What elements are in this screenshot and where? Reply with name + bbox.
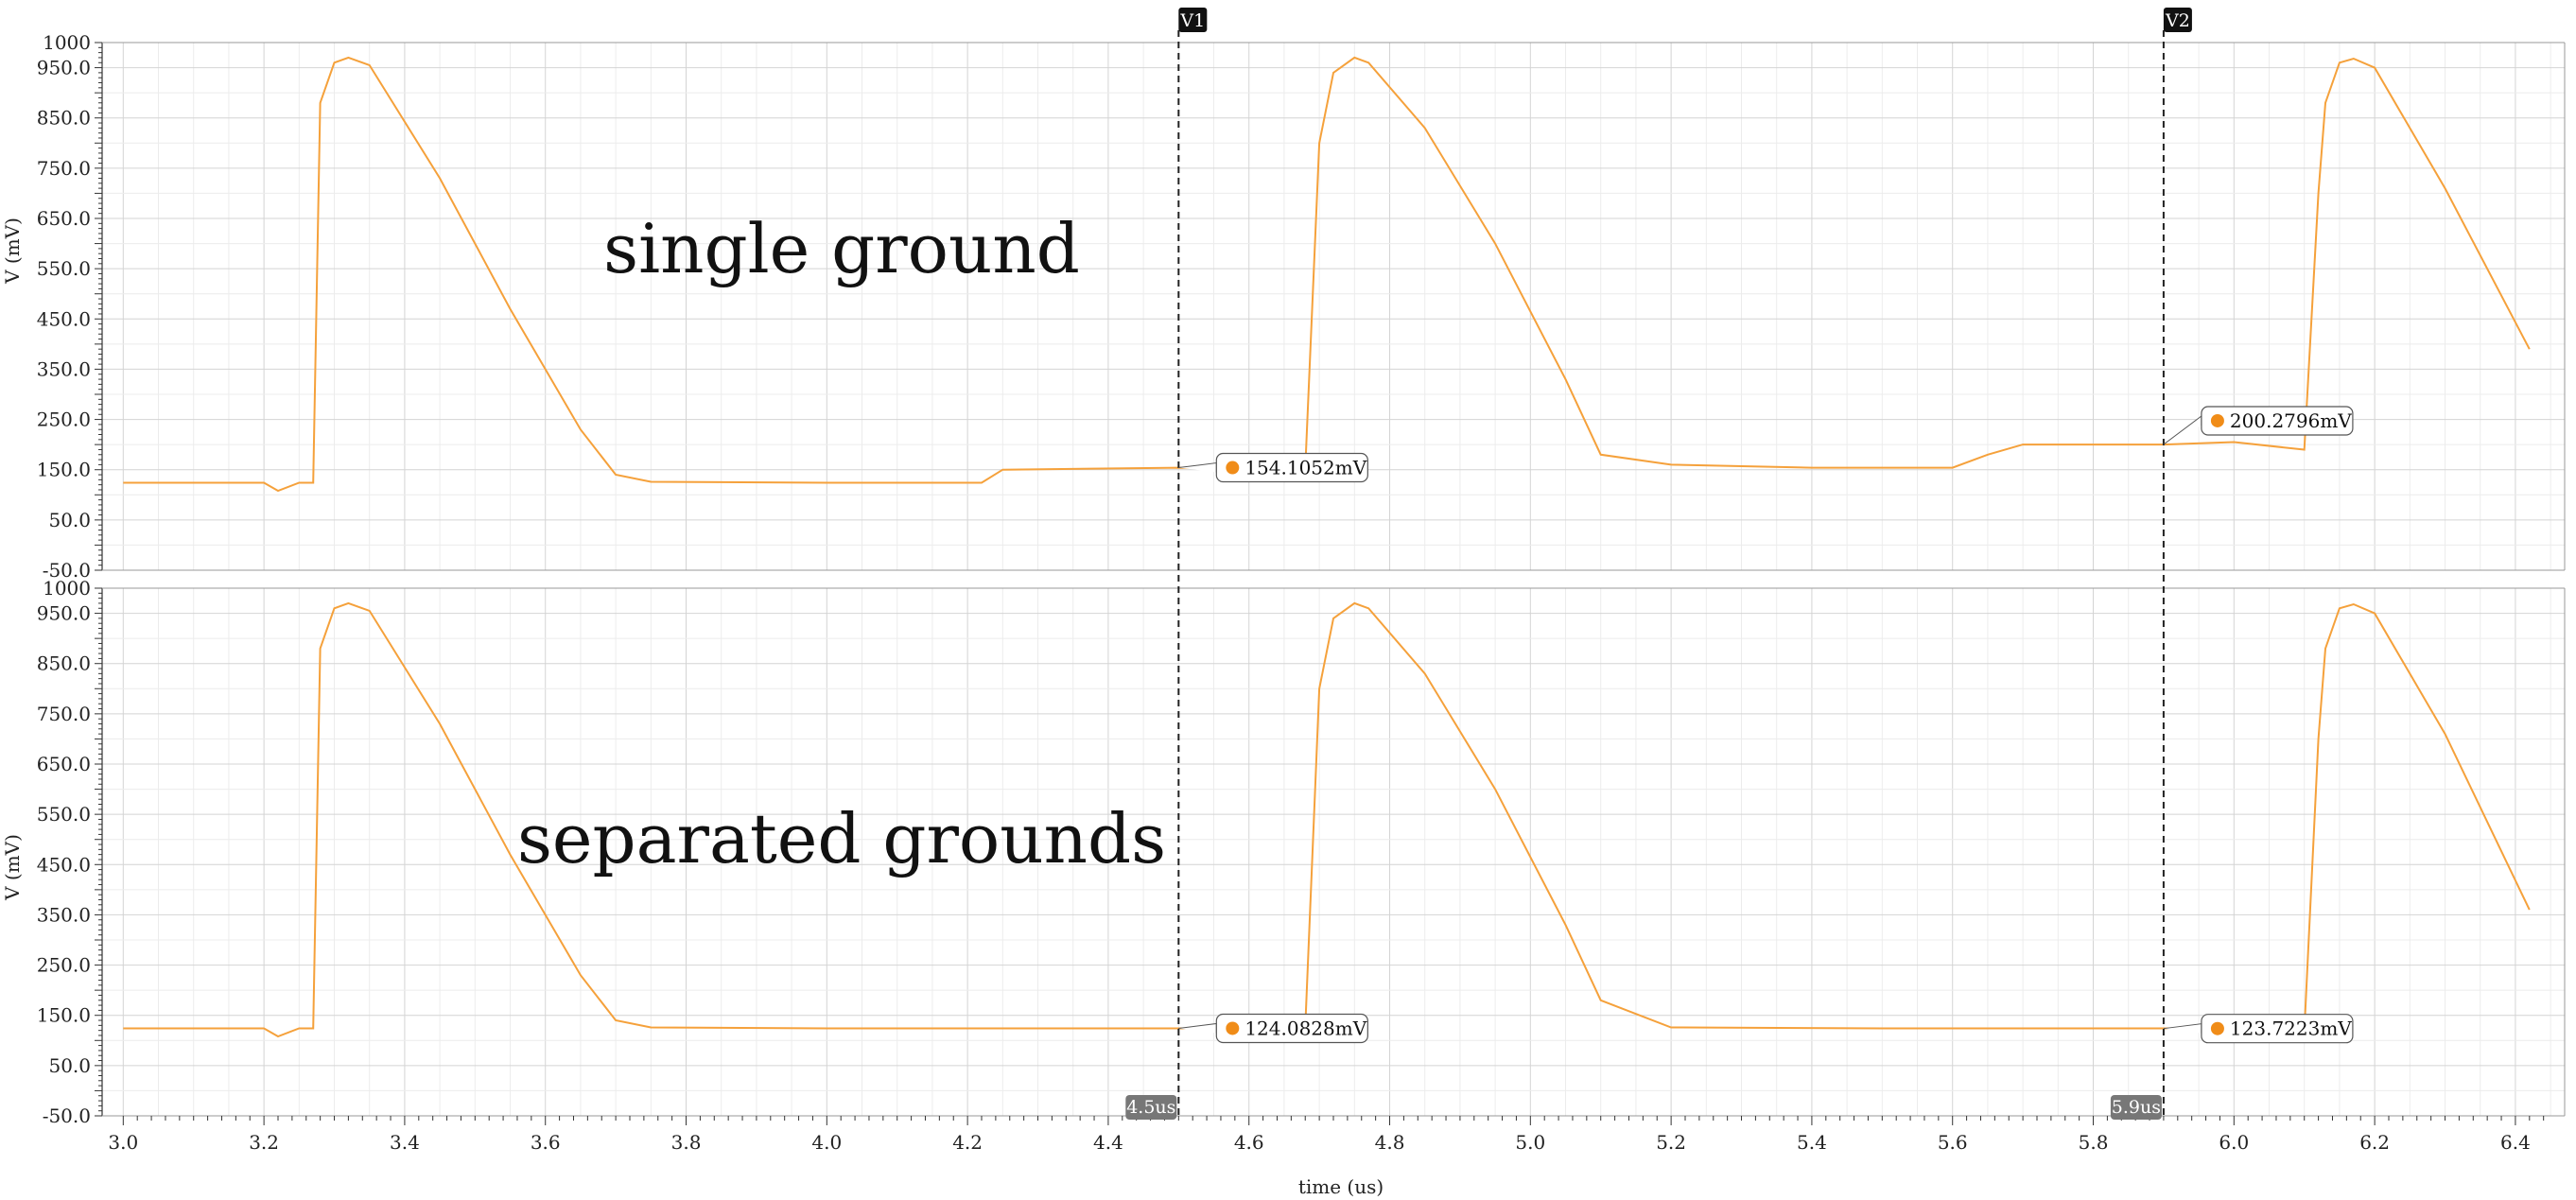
y-tick-label: 550.0 [37, 803, 91, 826]
y-tick-label: 750.0 [37, 703, 91, 725]
value-callout[interactable]: 200.2796mV [2163, 406, 2354, 445]
cursor-axis-badge [2110, 1095, 2162, 1120]
y-tick-label: -50.0 [43, 559, 91, 582]
x-tick-label: 3.2 [249, 1131, 279, 1154]
value-callout[interactable]: 154.1052mV [1178, 452, 1368, 483]
y-tick-label: 350.0 [37, 357, 91, 380]
series-line [123, 56, 2531, 493]
callout-dot [1226, 1021, 1240, 1035]
y-tick-label: 250.0 [37, 954, 91, 977]
y-tick-label: 750.0 [37, 157, 91, 180]
x-tick-label: 6.0 [2219, 1131, 2249, 1154]
x-tick-label: 4.4 [1093, 1131, 1123, 1154]
cursor-layer[interactable]: V1 V2 154.1052mV 200.2796mV 124.0828mV 123.72… [1125, 8, 2354, 1120]
y-tick-label: -50.0 [43, 1104, 91, 1127]
x-tick-label: 6.2 [2359, 1131, 2390, 1154]
value-callout[interactable]: 123.7223mV [2163, 1014, 2354, 1044]
cursor-flag-v1[interactable] [1178, 8, 1208, 32]
y-tick-label: 650.0 [37, 207, 91, 230]
callout-pointer [2163, 414, 2202, 445]
cursor-flag-v2[interactable] [2163, 8, 2192, 32]
callout-pointer [1178, 1022, 1217, 1034]
callout-dot [1226, 461, 1240, 475]
callout-box [1215, 452, 1368, 483]
callout-box [1215, 1013, 1368, 1044]
x-tick-label: 3.6 [531, 1131, 561, 1154]
x-tick-label: 3.8 [671, 1131, 702, 1154]
x-axis-title: time (us) [1298, 1175, 1384, 1198]
y-tick-label: 150.0 [37, 1004, 91, 1027]
callout-value: 124.0828mV [1244, 1017, 1366, 1039]
value-callout[interactable]: 124.0828mV [1178, 1013, 1368, 1044]
x-tick-label: 3.4 [390, 1131, 420, 1154]
callout-value: 200.2796mV [2230, 409, 2352, 432]
panel-annotation: separated grounds [517, 799, 1166, 878]
y-tick-label: 850.0 [37, 652, 91, 675]
callout-box [2201, 406, 2354, 436]
x-tick-label: 5.0 [1515, 1131, 1545, 1154]
x-tick-label: 4.6 [1234, 1131, 1264, 1154]
callout-value: 154.1052mV [1244, 457, 1366, 479]
callout-box [2201, 1014, 2354, 1044]
cursor-axis-badge-label: 4.5us [1126, 1097, 1175, 1118]
y-axis-title: V (mV) [1, 217, 24, 285]
x-tick-label: 3.0 [108, 1131, 138, 1154]
y-tick-label: 50.0 [48, 509, 91, 531]
x-tick-label: 4.0 [811, 1131, 842, 1154]
y-tick-label: 150.0 [37, 459, 91, 481]
bottom-panel: -50.0 50.0 150.0 250.0 350.0 450.0 550.0 650.0 7… [1, 577, 2566, 1154]
y-tick-label: 950.0 [37, 57, 91, 79]
x-tick-label: 4.8 [1375, 1131, 1405, 1154]
x-tick-label: 4.2 [952, 1131, 983, 1154]
cursor-flag-label: V2 [2165, 10, 2190, 31]
x-tick-label: 5.6 [1938, 1131, 1968, 1154]
series-line [123, 601, 2531, 1038]
cursor-axis-badge-label: 5.9us [2112, 1097, 2161, 1118]
x-tick-label: 5.2 [1656, 1131, 1686, 1154]
x-tick-label: 5.4 [1797, 1131, 1827, 1154]
callout-pointer [2163, 1023, 2202, 1034]
panel-annotation: single ground [603, 209, 1080, 288]
x-tick-label: 6.4 [2500, 1131, 2531, 1154]
y-tick-label: 1000 [43, 577, 91, 600]
callout-pointer [1178, 461, 1217, 473]
y-tick-label: 450.0 [37, 307, 91, 330]
y-tick-label: 50.0 [48, 1054, 91, 1077]
y-tick-label: 1000 [43, 31, 91, 54]
callout-dot [2210, 1021, 2224, 1035]
y-axis-title: V (mV) [1, 834, 24, 901]
callout-value: 123.7223mV [2230, 1017, 2352, 1040]
y-tick-label: 850.0 [37, 107, 91, 130]
x-tick-label: 5.8 [2079, 1131, 2109, 1154]
cursor-flag-label: V1 [1179, 10, 1205, 31]
callout-dot [2210, 413, 2224, 427]
top-panel: -50.0 50.0 150.0 250.0 350.0 450.0 550.0 650.0 7… [1, 31, 2566, 582]
y-tick-label: 250.0 [37, 409, 91, 431]
y-tick-label: 350.0 [37, 903, 91, 926]
y-tick-label: 450.0 [37, 853, 91, 876]
y-tick-label: 950.0 [37, 602, 91, 625]
y-tick-label: 650.0 [37, 753, 91, 775]
y-tick-label: 550.0 [37, 257, 91, 280]
cursor-axis-badge [1125, 1095, 1177, 1120]
